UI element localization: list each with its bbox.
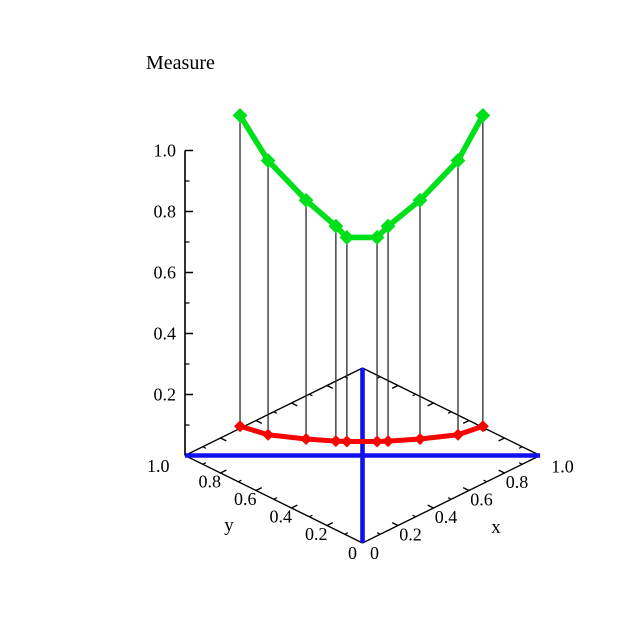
lower-series-marker [414,433,427,446]
lower-series-line [237,423,486,444]
y-axis-back-major-tick [391,384,399,389]
y-axis-tick-label: 0.6 [234,489,257,509]
upper-series-marker [298,192,314,208]
y-axis-tick-label: 0.2 [305,524,328,544]
y-axis-tick-label: 0.8 [198,471,221,491]
lower-series-marker [382,435,395,448]
upper-series-marker [232,108,248,123]
x-axis-back-minor-tick [202,446,207,449]
x-axis-tick-label: 0.6 [470,490,493,510]
upper-series-marker [380,218,396,234]
upper-series-marker [412,192,428,208]
x-axis-tick-label: 0.8 [506,472,529,492]
y-axis-front-major-tick [220,469,227,474]
y-axis-back-major-tick [462,419,470,424]
y-axis-back-minor-tick [412,393,417,397]
y-axis-back-minor-tick [447,411,452,414]
x-axis-origin-label: 0 [370,543,379,563]
lower-series-marker [451,428,464,441]
x-axis-front-minor-tick [376,532,381,535]
y-axis-front-minor-tick [202,462,207,465]
z-axis-tick-label: 0.2 [154,385,177,405]
lower-series-marker [300,433,313,446]
x-axis-front-major-tick [462,487,470,492]
x-axis-tick-label: 0.2 [399,525,422,545]
x-axis-back-major-tick [220,437,227,442]
lower-series-marker [340,435,353,448]
plot-title: Measure [146,52,215,74]
x-axis-front-minor-tick [518,462,523,465]
z-axis-tick-label: 0.4 [154,324,177,344]
upper-series-line [237,112,486,241]
y-axis-tick-label: 1.0 [147,456,170,476]
y-axis-front-major-tick [255,487,263,492]
y-axis-tick-label: 0.4 [269,506,292,526]
x-axis-front-major-tick [498,469,505,474]
y-axis-front-minor-tick [344,532,349,535]
x-axis-back-minor-tick [273,411,278,414]
x-axis-front-minor-tick [483,479,488,483]
x-axis-back-minor-tick [308,393,313,397]
lower-series-marker [262,428,275,441]
x-axis-front-minor-tick [447,497,452,500]
y-axis-origin-label: 0 [348,543,357,563]
x-axis-front-major-tick [427,504,434,509]
upper-series-marker [328,218,344,234]
z-axis-tick-label: 0.6 [154,263,177,283]
z-axis-tick-label: 1.0 [154,141,177,161]
x-axis-front-minor-tick [412,514,417,518]
y-axis-front-minor-tick [308,514,313,518]
lower-series-marker [476,420,489,433]
upper-series-marker [450,153,466,168]
upper-series-marker [339,230,355,245]
y-axis-back-minor-tick [518,446,523,449]
x-axis-back-major-tick [291,402,298,407]
y-axis-back-major-tick [498,437,505,442]
upper-series-marker [475,108,491,123]
y-axis-back-major-tick [427,402,434,407]
lower-series-marker [234,420,247,433]
x-axis-back-major-tick [326,384,334,389]
x-axis-tick-label: 0.4 [435,507,458,527]
y-axis-label: y [224,515,234,536]
y-axis-front-major-tick [326,522,334,527]
x-axis-label: x [491,517,501,538]
lower-series-marker [329,435,342,448]
y-axis-front-major-tick [291,504,298,509]
x-axis-back-major-tick [255,419,263,424]
x-axis-front-major-tick [391,522,399,527]
y-axis-front-minor-tick [273,497,278,500]
x-axis-tick-label: 1.0 [551,457,574,477]
lower-series-marker [371,435,384,448]
z-axis-tick-label: 0.8 [154,202,177,222]
upper-series-marker [260,153,276,168]
upper-series-marker [369,230,385,245]
y-axis-front-minor-tick [237,479,242,483]
